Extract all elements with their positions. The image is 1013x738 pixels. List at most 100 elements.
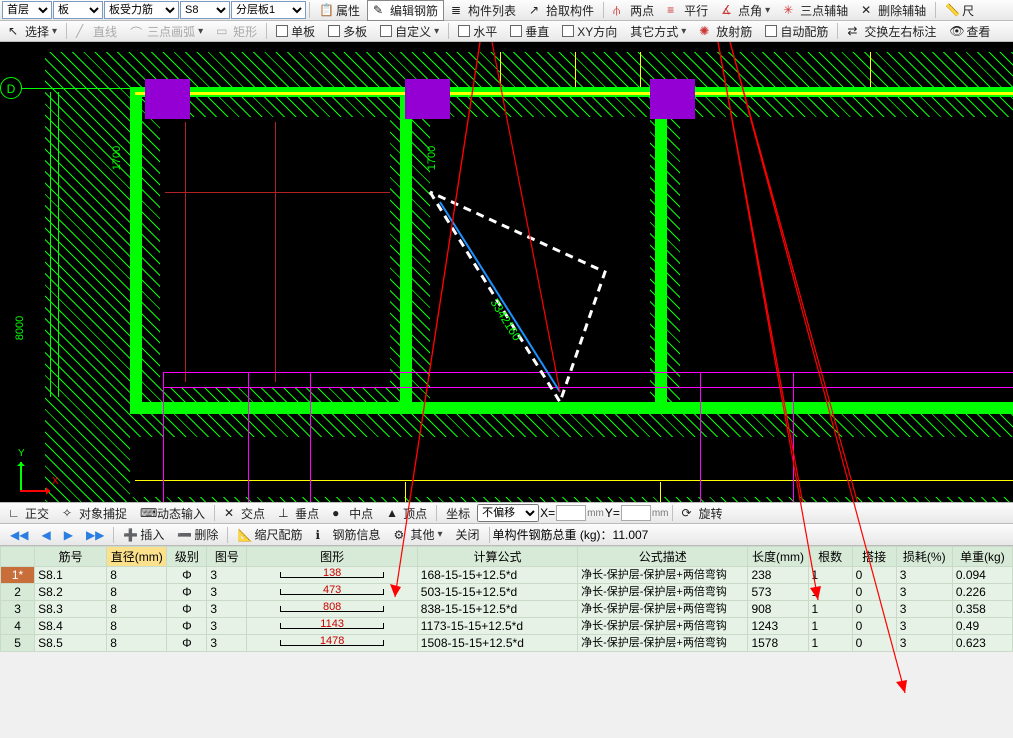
cell-desc[interactable]: 净长-保护层-保护层+两倍弯钩	[578, 584, 748, 601]
pointer-button[interactable]: ↖选择▾	[2, 21, 63, 42]
col-diameter[interactable]: 直径(mm)	[107, 547, 167, 567]
cell-fig[interactable]: 3	[207, 635, 247, 652]
cell-wt[interactable]: 0.358	[952, 601, 1012, 618]
cell-dia[interactable]: 8	[107, 635, 167, 652]
col-fig[interactable]: 图号	[207, 547, 247, 567]
cell-len[interactable]: 1243	[748, 618, 808, 635]
cell-wt[interactable]: 0.226	[952, 584, 1012, 601]
cell-loss[interactable]: 3	[896, 635, 952, 652]
ortho-button[interactable]: ∟正交	[2, 503, 55, 524]
col-length[interactable]: 长度(mm)	[748, 547, 808, 567]
auto-rebar-button[interactable]: 自动配筋	[759, 21, 834, 42]
rebar-type-select[interactable]: 板受力筋	[104, 1, 179, 19]
other-method-button[interactable]: 其它方式▾	[624, 21, 692, 42]
other-button[interactable]: ⚙其他▾	[387, 524, 448, 545]
cell-grade[interactable]: Φ	[167, 618, 207, 635]
line-button[interactable]: ╱直线	[70, 21, 123, 42]
col-lap[interactable]: 搭接	[852, 547, 896, 567]
cell-calc[interactable]: 838-15-15+12.5*d	[417, 601, 577, 618]
xy-direction-button[interactable]: XY方向	[556, 21, 623, 42]
cell-cnt[interactable]: 1	[808, 601, 852, 618]
cell-len[interactable]: 238	[748, 567, 808, 584]
parallel-button[interactable]: ≡平行	[661, 0, 714, 21]
col-calc[interactable]: 计算公式	[417, 547, 577, 567]
rotate-button[interactable]: ⟳旋转	[676, 503, 729, 524]
panel-select[interactable]: 分层板1	[231, 1, 306, 19]
table-row[interactable]: 1*S8.18Φ3138168-15-15+12.5*d净长-保护层-保护层+两…	[1, 567, 1013, 584]
table-row[interactable]: 3S8.38Φ3808838-15-15+12.5*d净长-保护层-保护层+两倍…	[1, 601, 1013, 618]
cell-graph[interactable]: 1478	[247, 635, 417, 652]
cell-calc[interactable]: 1508-15-15+12.5*d	[417, 635, 577, 652]
cell-graph[interactable]: 473	[247, 584, 417, 601]
two-point-button[interactable]: ⫛两点	[607, 0, 660, 21]
col-weight[interactable]: 单重(kg)	[952, 547, 1012, 567]
coord-button[interactable]: 坐标	[440, 503, 476, 524]
nav-back-button[interactable]: ◀	[35, 526, 56, 544]
cell-loss[interactable]: 3	[896, 601, 952, 618]
single-board-button[interactable]: 单板	[270, 21, 321, 42]
cell-graph[interactable]: 808	[247, 601, 417, 618]
nav-fwd-button[interactable]: ▶	[58, 526, 79, 544]
cell-loss[interactable]: 3	[896, 584, 952, 601]
cell-desc[interactable]: 净长-保护层-保护层+两倍弯钩	[578, 618, 748, 635]
custom-button[interactable]: 自定义▾	[374, 21, 445, 42]
horizontal-button[interactable]: 水平	[452, 21, 503, 42]
cell-id[interactable]: S8.1	[35, 567, 107, 584]
properties-button[interactable]: 📋属性	[313, 0, 366, 21]
cell-cnt[interactable]: 1	[808, 567, 852, 584]
col-loss[interactable]: 损耗(%)	[896, 547, 952, 567]
pick-component-button[interactable]: ↗拾取构件	[523, 0, 600, 21]
cell-id[interactable]: S8.3	[35, 601, 107, 618]
col-grade[interactable]: 级别	[167, 547, 207, 567]
member-select[interactable]: 板	[53, 1, 103, 19]
cell-fig[interactable]: 3	[207, 618, 247, 635]
point-angle-button[interactable]: ∡点角▾	[715, 0, 776, 21]
delete-axis-button[interactable]: ✕删除辅轴	[855, 0, 932, 21]
delete-button[interactable]: ➖删除	[171, 524, 224, 545]
cell-cnt[interactable]: 1	[808, 635, 852, 652]
cell-calc[interactable]: 168-15-15+12.5*d	[417, 567, 577, 584]
peak-button[interactable]: ▲顶点	[380, 503, 433, 524]
cell-lap[interactable]: 0	[852, 601, 896, 618]
view-button[interactable]: 👁查看	[943, 21, 996, 42]
y-input[interactable]	[621, 505, 651, 521]
x-input[interactable]	[556, 505, 586, 521]
cell-dia[interactable]: 8	[107, 601, 167, 618]
cell-wt[interactable]: 0.49	[952, 618, 1012, 635]
cell-calc[interactable]: 503-15-15+12.5*d	[417, 584, 577, 601]
close-button[interactable]: 关闭	[450, 524, 486, 545]
cell-len[interactable]: 573	[748, 584, 808, 601]
cell-fig[interactable]: 3	[207, 567, 247, 584]
component-list-button[interactable]: ≣构件列表	[445, 0, 522, 21]
dyn-input-button[interactable]: ⌨动态输入	[134, 503, 211, 524]
cell-fig[interactable]: 3	[207, 601, 247, 618]
cell-grade[interactable]: Φ	[167, 635, 207, 652]
cell-dia[interactable]: 8	[107, 618, 167, 635]
cell-loss[interactable]: 3	[896, 567, 952, 584]
cell-fig[interactable]: 3	[207, 584, 247, 601]
nav-next-button[interactable]: ▶▶	[80, 526, 110, 544]
multi-board-button[interactable]: 多板	[322, 21, 373, 42]
cell-id[interactable]: S8.5	[35, 635, 107, 652]
intersection-button[interactable]: ✕交点	[218, 503, 271, 524]
cell-len[interactable]: 908	[748, 601, 808, 618]
cell-grade[interactable]: Φ	[167, 567, 207, 584]
table-row[interactable]: 2S8.28Φ3473503-15-15+12.5*d净长-保护层-保护层+两倍…	[1, 584, 1013, 601]
cell-cnt[interactable]: 1	[808, 618, 852, 635]
cell-calc[interactable]: 1173-15-15+12.5*d	[417, 618, 577, 635]
cell-id[interactable]: S8.2	[35, 584, 107, 601]
vertical-button[interactable]: 垂直	[504, 21, 555, 42]
cell-grade[interactable]: Φ	[167, 584, 207, 601]
cell-desc[interactable]: 净长-保护层-保护层+两倍弯钩	[578, 601, 748, 618]
cell-loss[interactable]: 3	[896, 618, 952, 635]
cell-dia[interactable]: 8	[107, 584, 167, 601]
cell-graph[interactable]: 1143	[247, 618, 417, 635]
midpoint-button[interactable]: ●中点	[326, 503, 379, 524]
insert-button[interactable]: ➕插入	[117, 524, 170, 545]
cell-lap[interactable]: 0	[852, 567, 896, 584]
cell-grade[interactable]: Φ	[167, 601, 207, 618]
rect-button[interactable]: ▭矩形	[210, 21, 263, 42]
col-desc[interactable]: 公式描述	[578, 547, 748, 567]
offset-select[interactable]: 不偏移	[477, 504, 539, 522]
table-row[interactable]: 5S8.58Φ314781508-15-15+12.5*d净长-保护层-保护层+…	[1, 635, 1013, 652]
